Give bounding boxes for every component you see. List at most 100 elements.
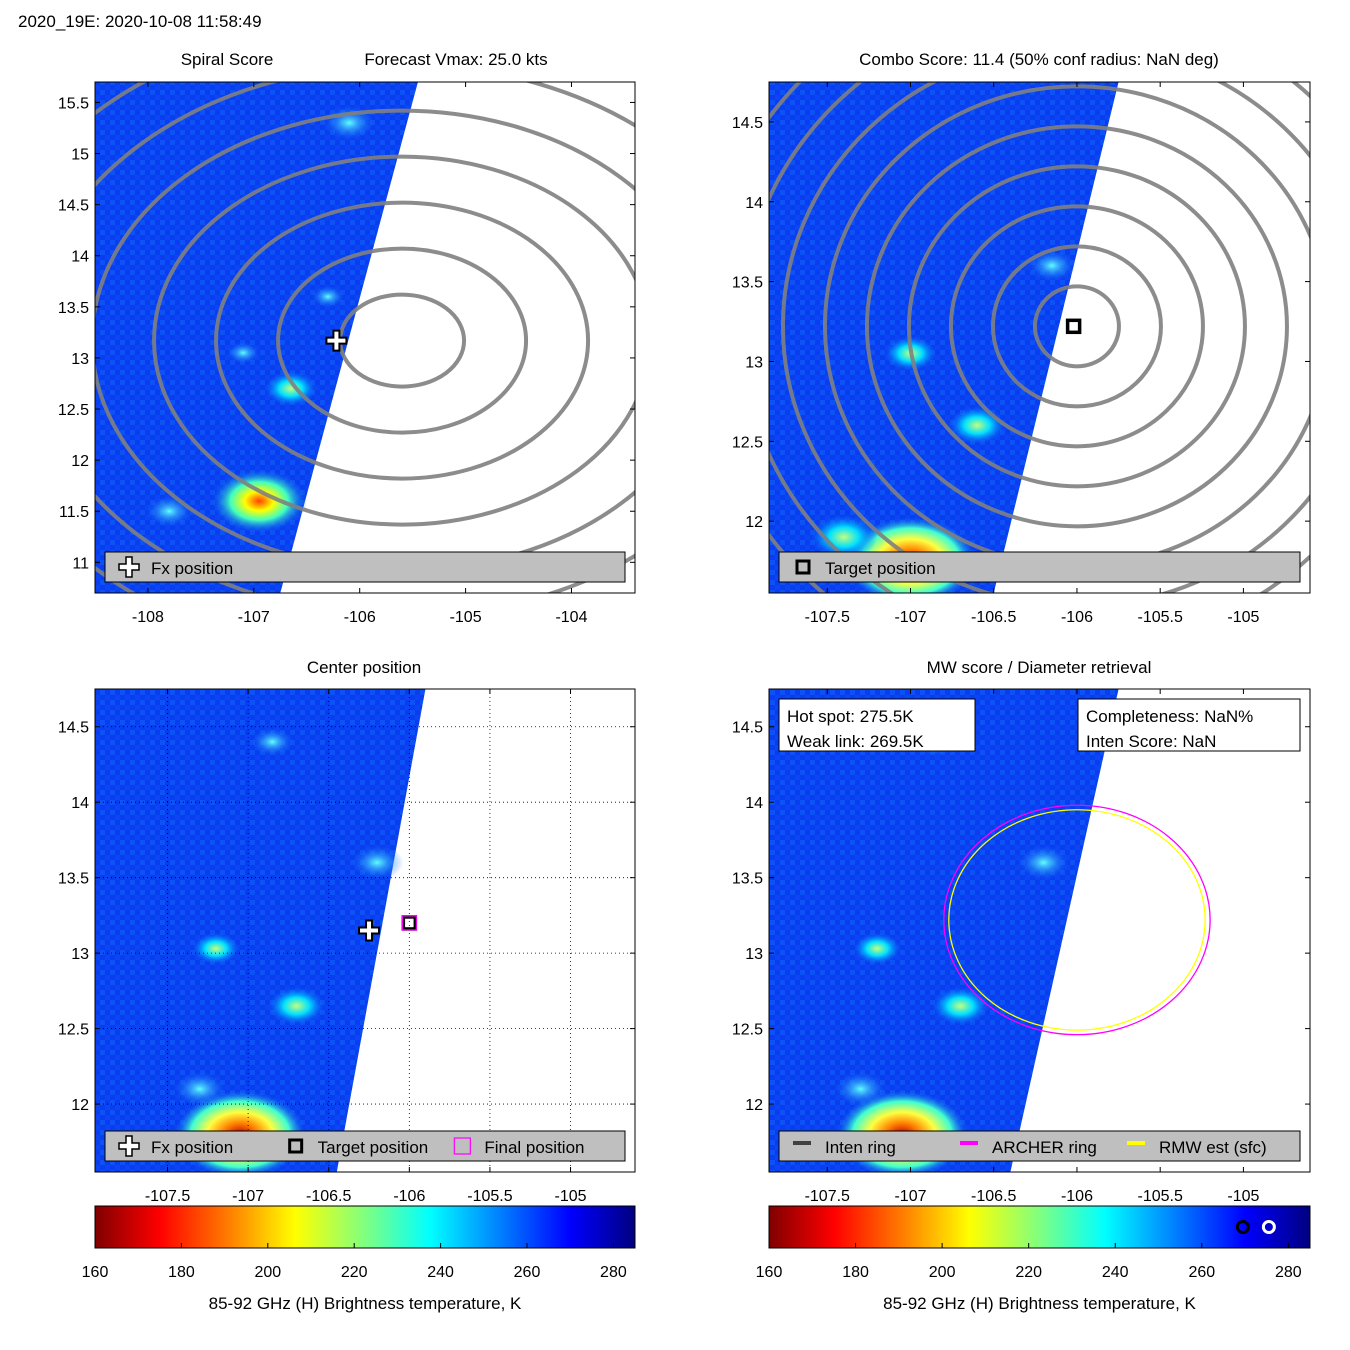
spiral-score-title: Spiral Score [181, 50, 274, 69]
contour-ring [276, 246, 529, 435]
plot-frame [94, 688, 636, 1173]
colorbar-axis-label: 85-92 GHz (H) Brightness temperature, K [209, 1294, 522, 1313]
x-tick-label: -106 [393, 1188, 425, 1205]
colorbar-tick-label: 180 [842, 1264, 869, 1281]
x-tick-label: -105.5 [1137, 609, 1182, 626]
legend-final-symbol [453, 1137, 471, 1155]
warm-spot [853, 932, 902, 965]
legend-box [104, 551, 626, 583]
y-tick-label: 13.5 [58, 300, 89, 317]
x-tick-label: -106.5 [971, 1188, 1016, 1205]
info-box-left [778, 698, 976, 752]
legend-label: Final position [484, 1138, 584, 1157]
legend-square-symbol [288, 1138, 304, 1154]
plot-inner [769, 689, 1310, 1172]
x-tick-label: -106 [1061, 1188, 1093, 1205]
colorbar-left: 160 180 200 220 240 260 280 85-92 GHz (H) Brigh… [82, 1205, 636, 1313]
contour-ring [990, 244, 1163, 409]
x-tick-label: -106 [344, 609, 376, 626]
warm-spot [834, 1071, 887, 1107]
colorbar-tick-label: 200 [929, 1264, 956, 1281]
contour-ring [781, 82, 1310, 593]
warm-spot [267, 986, 326, 1026]
x-tick-label: -107.5 [145, 1188, 190, 1205]
colorbar-tick-label: 200 [254, 1264, 281, 1281]
warm-spot [1017, 844, 1071, 881]
colorbar-tick-label: 280 [600, 1264, 627, 1281]
y-tick-label: 12.5 [732, 1022, 763, 1039]
mw-score-title: MW score / Diameter retrieval [927, 658, 1152, 677]
y-tick-label: 12 [71, 453, 89, 470]
combo-score-panel: Combo Score: 11.4 (50% conf radius: NaN … [732, 50, 1311, 626]
contour-ring [152, 154, 635, 527]
hot-spot-marker [1261, 1220, 1276, 1234]
colorbar-tick-label: 220 [1015, 1264, 1042, 1281]
y-tick-label: 12.5 [732, 434, 763, 451]
x-tick-label: -106.5 [306, 1188, 351, 1205]
colorbar-tick-label: 220 [341, 1264, 368, 1281]
legend: Target position [778, 551, 1301, 583]
fx-position-marker [325, 329, 348, 352]
warm-spot [191, 932, 240, 965]
spiral-plot-area: -108 -107 -106 -105 -104 11 11.5 12 12.5 13 13.5 14… [58, 81, 636, 626]
center-position-panel: Center position -107.5 -107 -106.5 -106 -105… [58, 658, 636, 1205]
y-tick-label: 14 [745, 195, 763, 212]
contour-ring [864, 124, 1289, 529]
colorbar-tick-label: 160 [756, 1264, 783, 1281]
center-plot-area: -107.5 -107 -106.5 -106 -105.5 -105 12 12.5 13 13… [58, 688, 636, 1205]
x-tick-label: -107.5 [805, 609, 850, 626]
info-right-text: Completeness: NaN% [1086, 707, 1253, 726]
warm-spot [931, 986, 990, 1026]
y-tick-label: 12 [745, 1097, 763, 1114]
colorbar-gradient [94, 1205, 636, 1249]
y-tick-label: 13 [71, 946, 89, 963]
x-tick-label: -107 [238, 609, 270, 626]
y-tick-label: 14.5 [732, 115, 763, 132]
x-tick-label: -107 [894, 609, 926, 626]
combo-score-title: Combo Score: 11.4 (50% conf radius: NaN … [859, 50, 1219, 69]
y-tick-label: 11.5 [59, 504, 89, 521]
colorbar-tick-label: 240 [427, 1264, 454, 1281]
mw-score-panel: MW score / Diameter retrieval -107.5 -107… [732, 658, 1311, 1205]
plot-inner [769, 82, 1310, 593]
warm-spot [350, 844, 404, 881]
colorbar-tick-label: 260 [514, 1264, 541, 1281]
x-tick-label: -107.5 [805, 1188, 850, 1205]
figure-title: 2020_19E: 2020-10-08 11:58:49 [18, 12, 262, 31]
y-tick-label: 13.5 [732, 275, 763, 292]
legend-plus-symbol [118, 1135, 140, 1157]
legend-square-symbol [795, 559, 811, 575]
y-tick-label: 12.5 [58, 1022, 89, 1039]
colorbar-tick-label: 280 [1275, 1264, 1302, 1281]
warm-spot [226, 341, 261, 365]
legend-box [104, 1130, 626, 1162]
weak-link-marker [1235, 1220, 1250, 1234]
fx-position-marker [358, 919, 381, 942]
y-tick-label: 12.5 [58, 402, 89, 419]
legend: Fx position Target position Final position [104, 1130, 626, 1162]
y-tick-label: 14.5 [58, 720, 89, 737]
y-tick-label: 14 [71, 249, 89, 266]
archer-ring [943, 804, 1211, 1036]
legend-label: RMW est (sfc) [1159, 1138, 1267, 1157]
contour-ring [948, 204, 1205, 449]
y-tick-label: 15.5 [58, 95, 89, 112]
x-tick-label: -107 [232, 1188, 264, 1205]
legend-box [778, 551, 1301, 583]
contour-ring [1032, 284, 1121, 369]
y-tick-label: 12 [745, 514, 763, 531]
plot-inner [95, 82, 635, 593]
plot-frame [768, 81, 1311, 594]
legend: Inten ring ARCHER ring RMW est (sfc) [778, 1130, 1301, 1162]
fx-position-marker-shape [358, 919, 381, 942]
y-tick-label: 11 [72, 555, 89, 572]
y-tick-label: 15 [71, 147, 89, 164]
x-tick-label: -104 [555, 609, 587, 626]
warm-spot [810, 514, 878, 560]
colorbar-axis-label: 85-92 GHz (H) Brightness temperature, K [883, 1294, 1196, 1313]
y-tick-label: 14 [745, 795, 763, 812]
info-left-text: Hot spot: 275.5K [787, 707, 914, 726]
x-tick-label: -107 [894, 1188, 926, 1205]
fx-position-marker-shape [325, 329, 348, 352]
